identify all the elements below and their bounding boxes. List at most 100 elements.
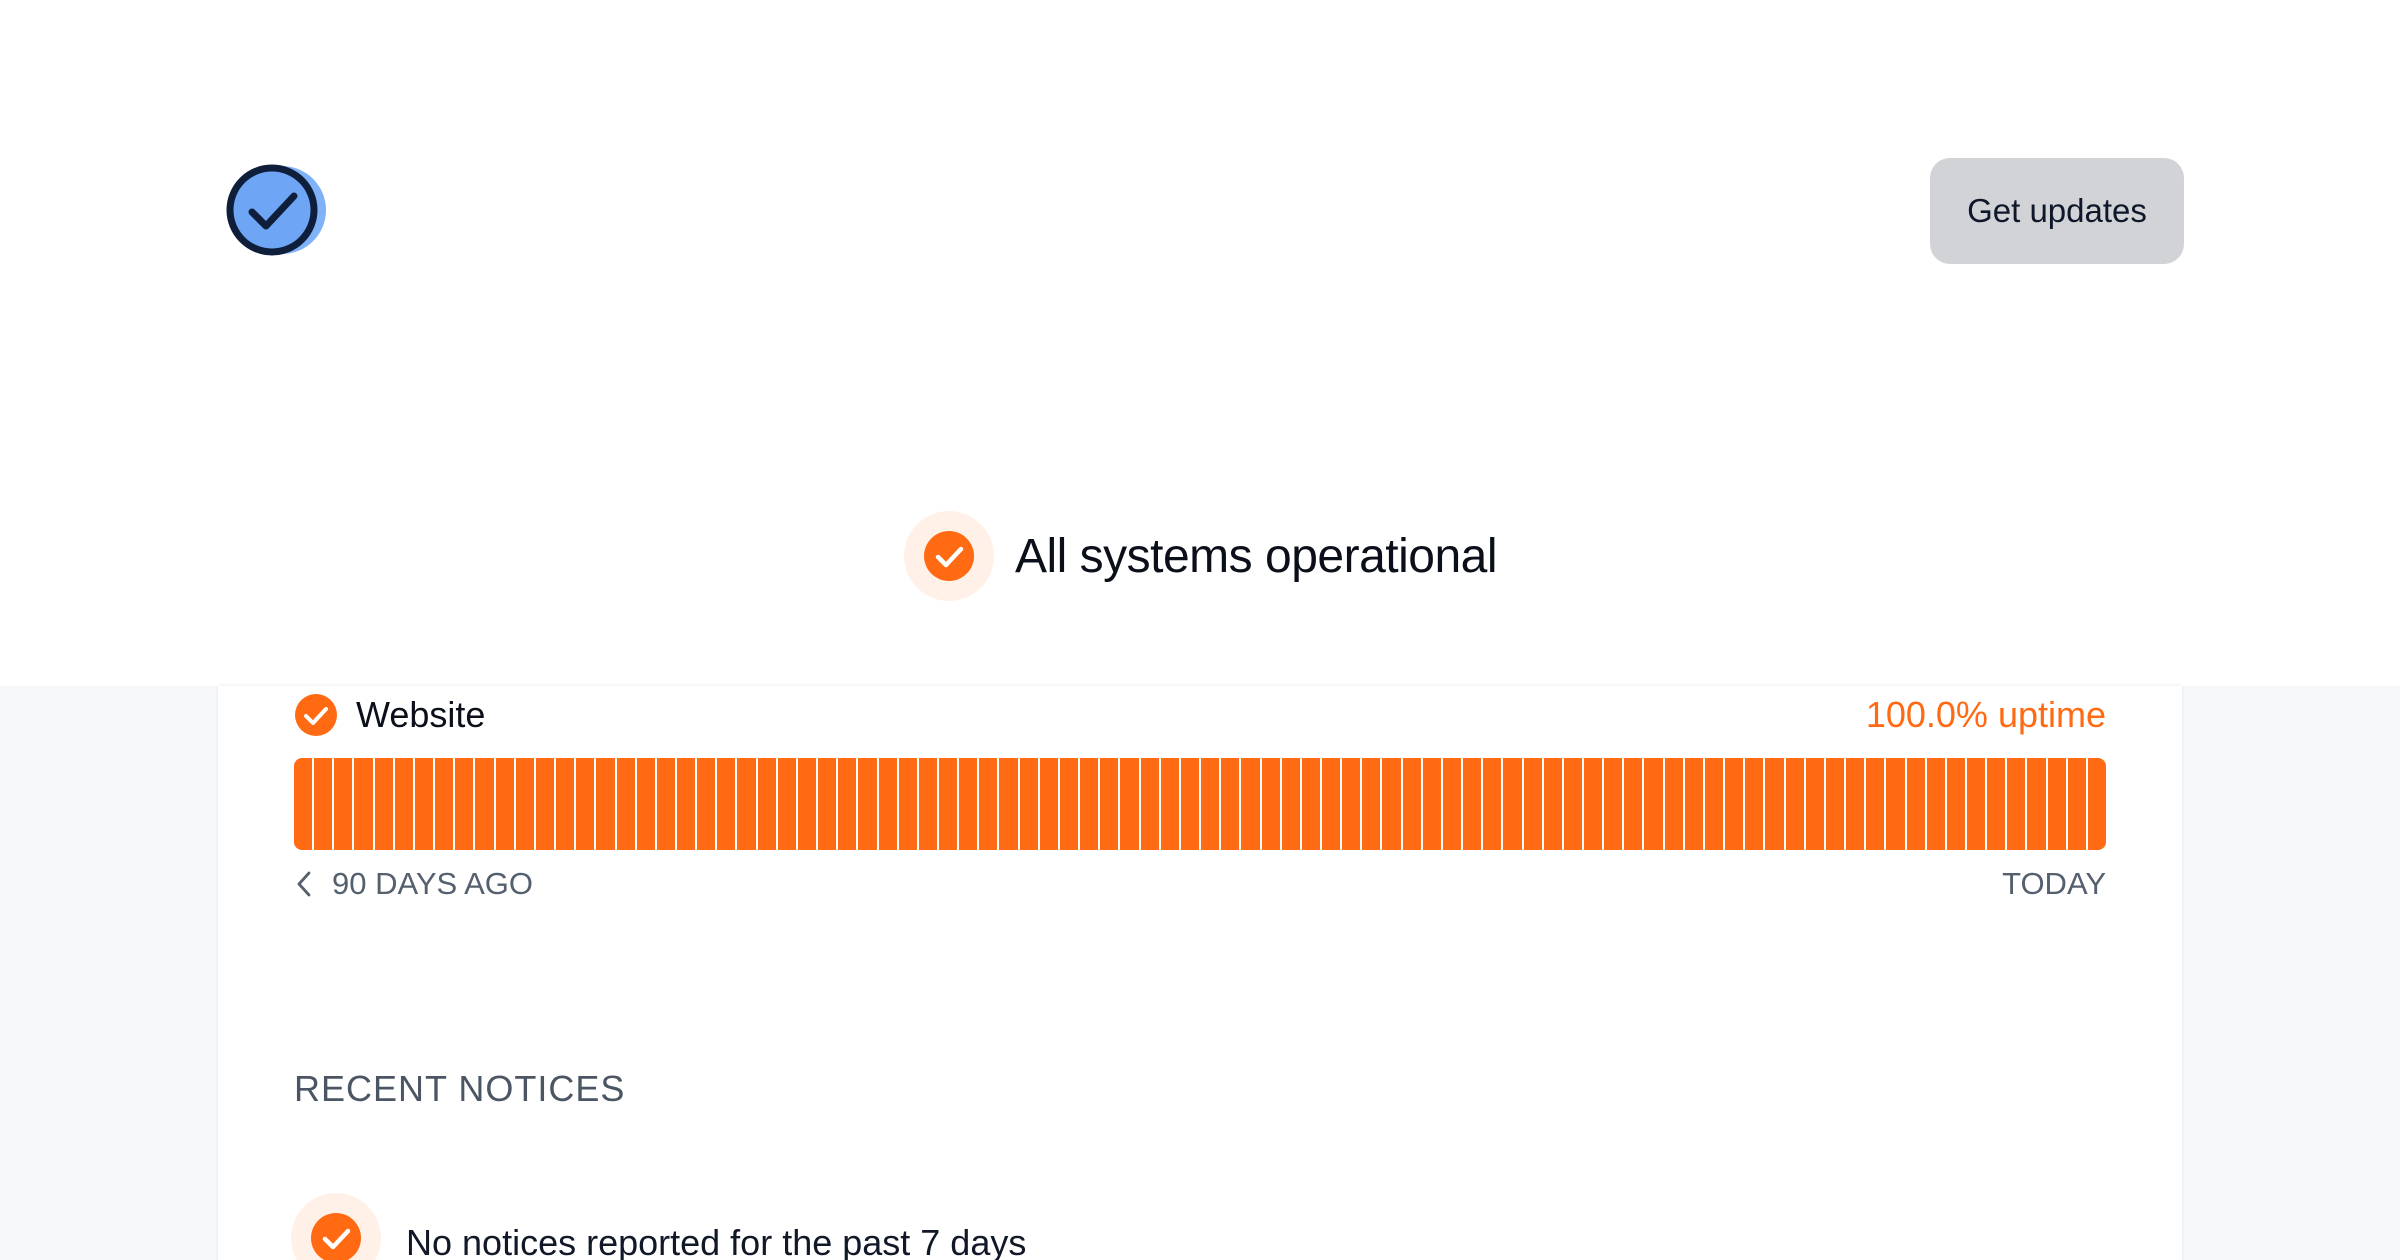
uptime-day-bar[interactable] — [656, 758, 677, 850]
uptime-day-bar[interactable] — [918, 758, 939, 850]
uptime-day-bar[interactable] — [1846, 758, 1867, 850]
uptime-day-bar[interactable] — [1946, 758, 1967, 850]
chevron-left-icon[interactable] — [294, 870, 314, 898]
uptime-day-bar[interactable] — [636, 758, 657, 850]
uptime-day-bar[interactable] — [737, 758, 758, 850]
uptime-day-bar[interactable] — [1080, 758, 1101, 850]
uptime-day-bar[interactable] — [354, 758, 375, 850]
uptime-day-bar[interactable] — [1684, 758, 1705, 850]
uptime-day-bar[interactable] — [676, 758, 698, 850]
uptime-day-bar[interactable] — [979, 758, 1000, 850]
uptime-day-bar[interactable] — [1664, 758, 1685, 850]
uptime-day-bar[interactable] — [1180, 758, 1202, 850]
uptime-day-bar[interactable] — [1624, 758, 1645, 850]
uptime-day-bar[interactable] — [1039, 758, 1060, 850]
uptime-day-bar[interactable] — [2047, 758, 2068, 850]
uptime-day-bar[interactable] — [1342, 758, 1363, 850]
uptime-day-bar[interactable] — [2007, 758, 2028, 850]
uptime-day-bar[interactable] — [1120, 758, 1141, 850]
uptime-day-bar[interactable] — [1261, 758, 1282, 850]
uptime-day-bar[interactable] — [1422, 758, 1443, 850]
uptime-day-bar[interactable] — [1563, 758, 1584, 850]
uptime-day-bar[interactable] — [1644, 758, 1665, 850]
check-circle-logo-icon[interactable] — [224, 162, 330, 258]
uptime-day-bar[interactable] — [1543, 758, 1564, 850]
uptime-day-bar[interactable] — [1100, 758, 1121, 850]
uptime-day-bar[interactable] — [1503, 758, 1524, 850]
component-name: Website — [356, 694, 486, 735]
notice-text: No notices reported for the past 7 days — [406, 1222, 1027, 1260]
uptime-day-bar[interactable] — [1966, 758, 1988, 850]
uptime-day-bar[interactable] — [2067, 758, 2088, 850]
uptime-day-bar[interactable] — [1765, 758, 1786, 850]
uptime-day-bar[interactable] — [1704, 758, 1726, 850]
uptime-day-bar[interactable] — [1241, 758, 1262, 850]
uptime-day-bar[interactable] — [1301, 758, 1322, 850]
uptime-day-bar[interactable] — [1483, 758, 1504, 850]
uptime-day-bar[interactable] — [1805, 758, 1826, 850]
uptime-day-bar[interactable] — [1140, 758, 1161, 850]
uptime-day-bar[interactable] — [435, 758, 456, 850]
check-circle-icon — [903, 511, 994, 601]
uptime-day-bar[interactable] — [838, 758, 859, 850]
uptime-day-bar[interactable] — [1321, 758, 1343, 850]
uptime-day-bar[interactable] — [878, 758, 899, 850]
uptime-day-bar[interactable] — [1160, 758, 1181, 850]
uptime-day-bar[interactable] — [757, 758, 778, 850]
uptime-day-bar[interactable] — [797, 758, 819, 850]
uptime-day-bar[interactable] — [576, 758, 597, 850]
uptime-day-bar[interactable] — [1745, 758, 1766, 850]
uptime-day-bar[interactable] — [1987, 758, 2008, 850]
uptime-day-bar[interactable] — [939, 758, 960, 850]
uptime-day-bar[interactable] — [1584, 758, 1605, 850]
uptime-day-bar[interactable] — [858, 758, 879, 850]
uptime-day-bar[interactable] — [2027, 758, 2048, 850]
uptime-day-bar[interactable] — [818, 758, 839, 850]
uptime-day-bar[interactable] — [596, 758, 617, 850]
range-start-label: 90 DAYS AGO — [332, 866, 534, 901]
uptime-day-bar[interactable] — [334, 758, 355, 850]
uptime-day-bar[interactable] — [455, 758, 476, 850]
uptime-day-bar[interactable] — [1442, 758, 1464, 850]
uptime-day-bar[interactable] — [2087, 758, 2106, 850]
uptime-day-bar[interactable] — [616, 758, 637, 850]
uptime-day-bar[interactable] — [717, 758, 738, 850]
uptime-day-bar[interactable] — [1906, 758, 1927, 850]
uptime-day-bar[interactable] — [556, 758, 577, 850]
uptime-day-bar[interactable] — [1281, 758, 1302, 850]
uptime-day-bar[interactable] — [374, 758, 395, 850]
uptime-day-bar[interactable] — [1201, 758, 1222, 850]
uptime-day-bar[interactable] — [1382, 758, 1403, 850]
uptime-day-bar[interactable] — [697, 758, 718, 850]
uptime-day-bar[interactable] — [1221, 758, 1242, 850]
uptime-day-bar[interactable] — [495, 758, 516, 850]
uptime-day-bar[interactable] — [475, 758, 496, 850]
uptime-day-bar[interactable] — [1362, 758, 1383, 850]
uptime-day-bar[interactable] — [1402, 758, 1423, 850]
uptime-day-bar[interactable] — [1866, 758, 1887, 850]
uptime-day-bar[interactable] — [999, 758, 1020, 850]
uptime-day-bar[interactable] — [959, 758, 980, 850]
uptime-day-bar[interactable] — [1825, 758, 1847, 850]
uptime-day-bar[interactable] — [1604, 758, 1625, 850]
uptime-day-bar[interactable] — [1463, 758, 1484, 850]
uptime-day-bar[interactable] — [1886, 758, 1907, 850]
uptime-day-bar[interactable] — [898, 758, 919, 850]
uptime-day-bar[interactable] — [314, 758, 335, 850]
uptime-day-bar[interactable] — [1523, 758, 1544, 850]
uptime-day-bar[interactable] — [394, 758, 415, 850]
uptime-day-bar[interactable] — [1785, 758, 1806, 850]
get-updates-button[interactable]: Get updates — [1930, 158, 2184, 264]
uptime-day-bar[interactable] — [515, 758, 536, 850]
notice-item: No notices reported for the past 7 days — [290, 1192, 1490, 1260]
uptime-day-bar[interactable] — [414, 758, 436, 850]
uptime-day-bar[interactable] — [1059, 758, 1081, 850]
uptime-day-bar[interactable] — [1019, 758, 1040, 850]
uptime-day-bar[interactable] — [294, 758, 315, 850]
uptime-day-bar[interactable] — [535, 758, 557, 850]
uptime-day-bar[interactable] — [777, 758, 798, 850]
uptime-day-bar[interactable] — [1926, 758, 1947, 850]
status-card: Website 100.0% uptime 90 DAYS AGO TODAY … — [218, 686, 2182, 1260]
uptime-day-bar[interactable] — [1725, 758, 1746, 850]
